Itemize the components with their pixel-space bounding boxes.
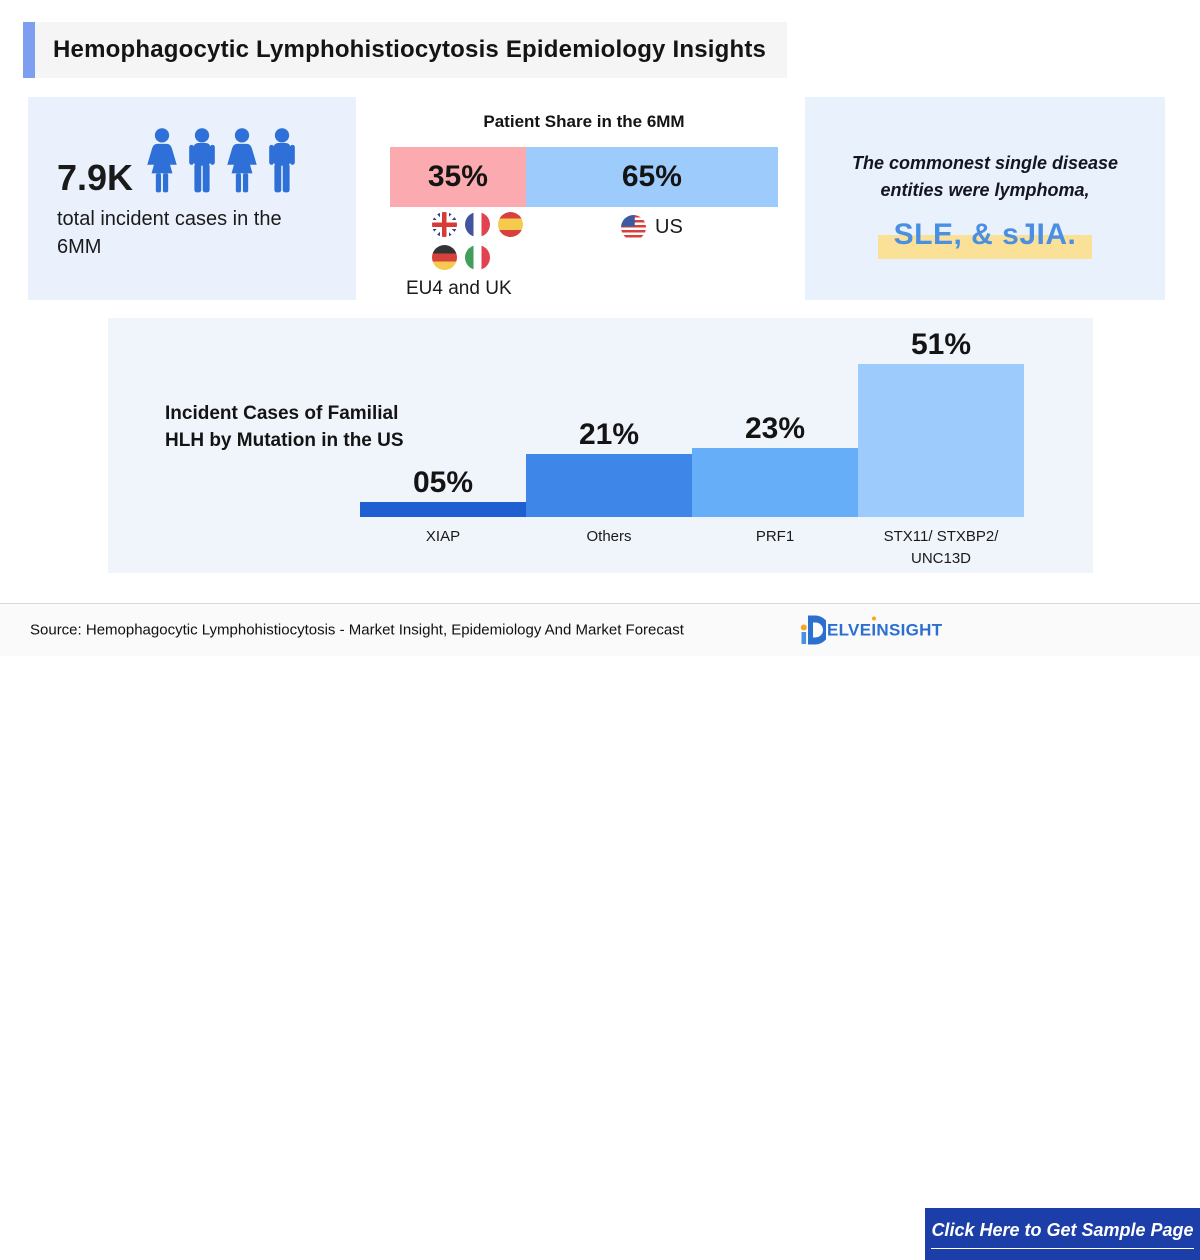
mutation-chart-panel: Incident Cases of Familial HLH by Mutati… <box>108 318 1093 573</box>
header: Hemophagocytic Lymphohistiocytosis Epide… <box>35 22 787 78</box>
eu-flags <box>432 212 526 270</box>
title-accent-bar <box>23 22 35 78</box>
bar-category-label: XIAP <box>425 528 461 545</box>
callout-text: The commonest single disease entities we… <box>851 153 1119 200</box>
bar <box>692 448 858 517</box>
patient-share-title: Patient Share in the 6MM <box>483 112 685 131</box>
italy-flag-icon <box>465 245 490 270</box>
bar-category-label: Others <box>586 528 632 545</box>
get-sample-page-button[interactable]: Click Here to Get Sample Page <box>925 1208 1200 1260</box>
bar-category-label: PRF1 <box>755 528 795 545</box>
eu-legend: EU4 and UK <box>390 212 526 300</box>
disease-callout-card: The commonest single disease entities we… <box>805 97 1165 300</box>
bar-value-label: 23% <box>744 412 806 445</box>
bar-category-label: STX11/ STXBP2/ UNC13D <box>883 528 999 567</box>
us-legend: US <box>526 212 778 300</box>
delveinsight-logo-text: ELVEINSIGHT <box>827 620 943 639</box>
us-flag-icon <box>621 215 646 240</box>
patient-share-legend: EU4 and UK US <box>390 212 778 300</box>
incident-cases-card: 7.9K <box>28 97 356 300</box>
france-flag-icon <box>465 212 490 237</box>
page-title: Hemophagocytic Lymphohistiocytosis Epide… <box>53 36 767 63</box>
people-icons <box>143 127 301 195</box>
bar-chart: 05% XIAP 21% Others 23% PRF1 51% STX11/ STXBP2/… <box>360 318 1024 570</box>
source-text: Source: Hemophagocytic Lymphohistiocytos… <box>30 621 684 639</box>
patient-share-bar: 35% 65% <box>390 147 778 207</box>
get-sample-page-button-label: Click Here to Get Sample Page <box>931 1220 1194 1249</box>
delveinsight-logo-icon <box>800 615 826 645</box>
share-segment: 35% <box>390 147 526 207</box>
callout-highlight: SLE, & sJIA. <box>877 218 1093 259</box>
incident-cases-value: 7.9K <box>57 156 134 198</box>
germany-flag-icon <box>432 245 457 270</box>
uk-flag-icon <box>432 212 457 237</box>
us-legend-label: US <box>655 216 683 238</box>
bar-column: 51% STX11/ STXBP2/ UNC13D <box>858 318 1024 570</box>
bar-value-label: 21% <box>578 418 640 451</box>
bar <box>526 454 692 517</box>
spain-flag-icon <box>498 212 523 237</box>
bar <box>858 364 1024 517</box>
person-male-icon <box>189 128 215 193</box>
chart-title: Incident Cases of Familial HLH by Mutati… <box>165 403 404 451</box>
person-female-icon <box>227 128 257 193</box>
share-segment: 65% <box>525 147 778 207</box>
bar-value-label: 51% <box>910 328 972 361</box>
person-male-icon <box>269 128 295 193</box>
eu-legend-label: EU4 and UK <box>406 278 512 299</box>
bar-value-label: 05% <box>412 466 474 499</box>
footer: Source: Hemophagocytic Lymphohistiocytos… <box>0 603 1200 1260</box>
bar-column: 05% XIAP <box>360 318 526 570</box>
incident-cases-label: total incident cases in the 6MM <box>57 208 282 259</box>
bar-column: 23% PRF1 <box>692 318 858 570</box>
delveinsight-logo[interactable]: ELVEINSIGHT <box>799 615 942 646</box>
person-female-icon <box>147 128 177 193</box>
bar-column: 21% Others <box>526 318 692 570</box>
bar <box>360 502 526 517</box>
